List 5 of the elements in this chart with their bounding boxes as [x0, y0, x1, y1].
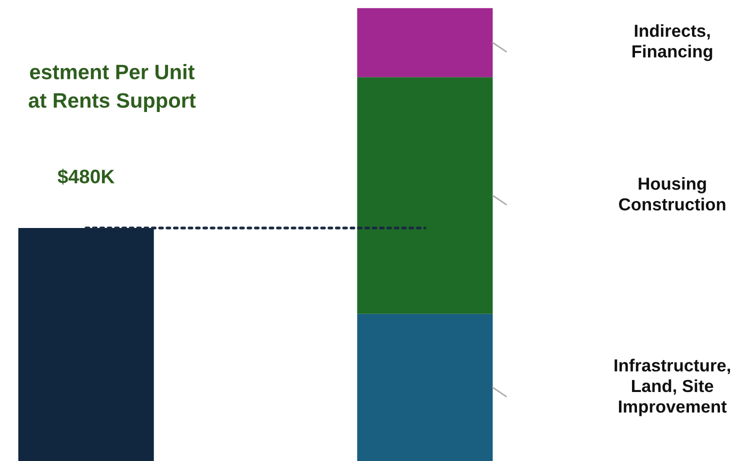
- text: Indirects, Financing: [632, 24, 712, 62]
- text: Housing Construction: [619, 177, 726, 210]
- text: estment Per Unit at Rents Support: [28, 64, 196, 112]
- data-label: $480K: [58, 168, 115, 185]
- text: Infrastructure, Land, Site Improvement: [614, 358, 730, 416]
